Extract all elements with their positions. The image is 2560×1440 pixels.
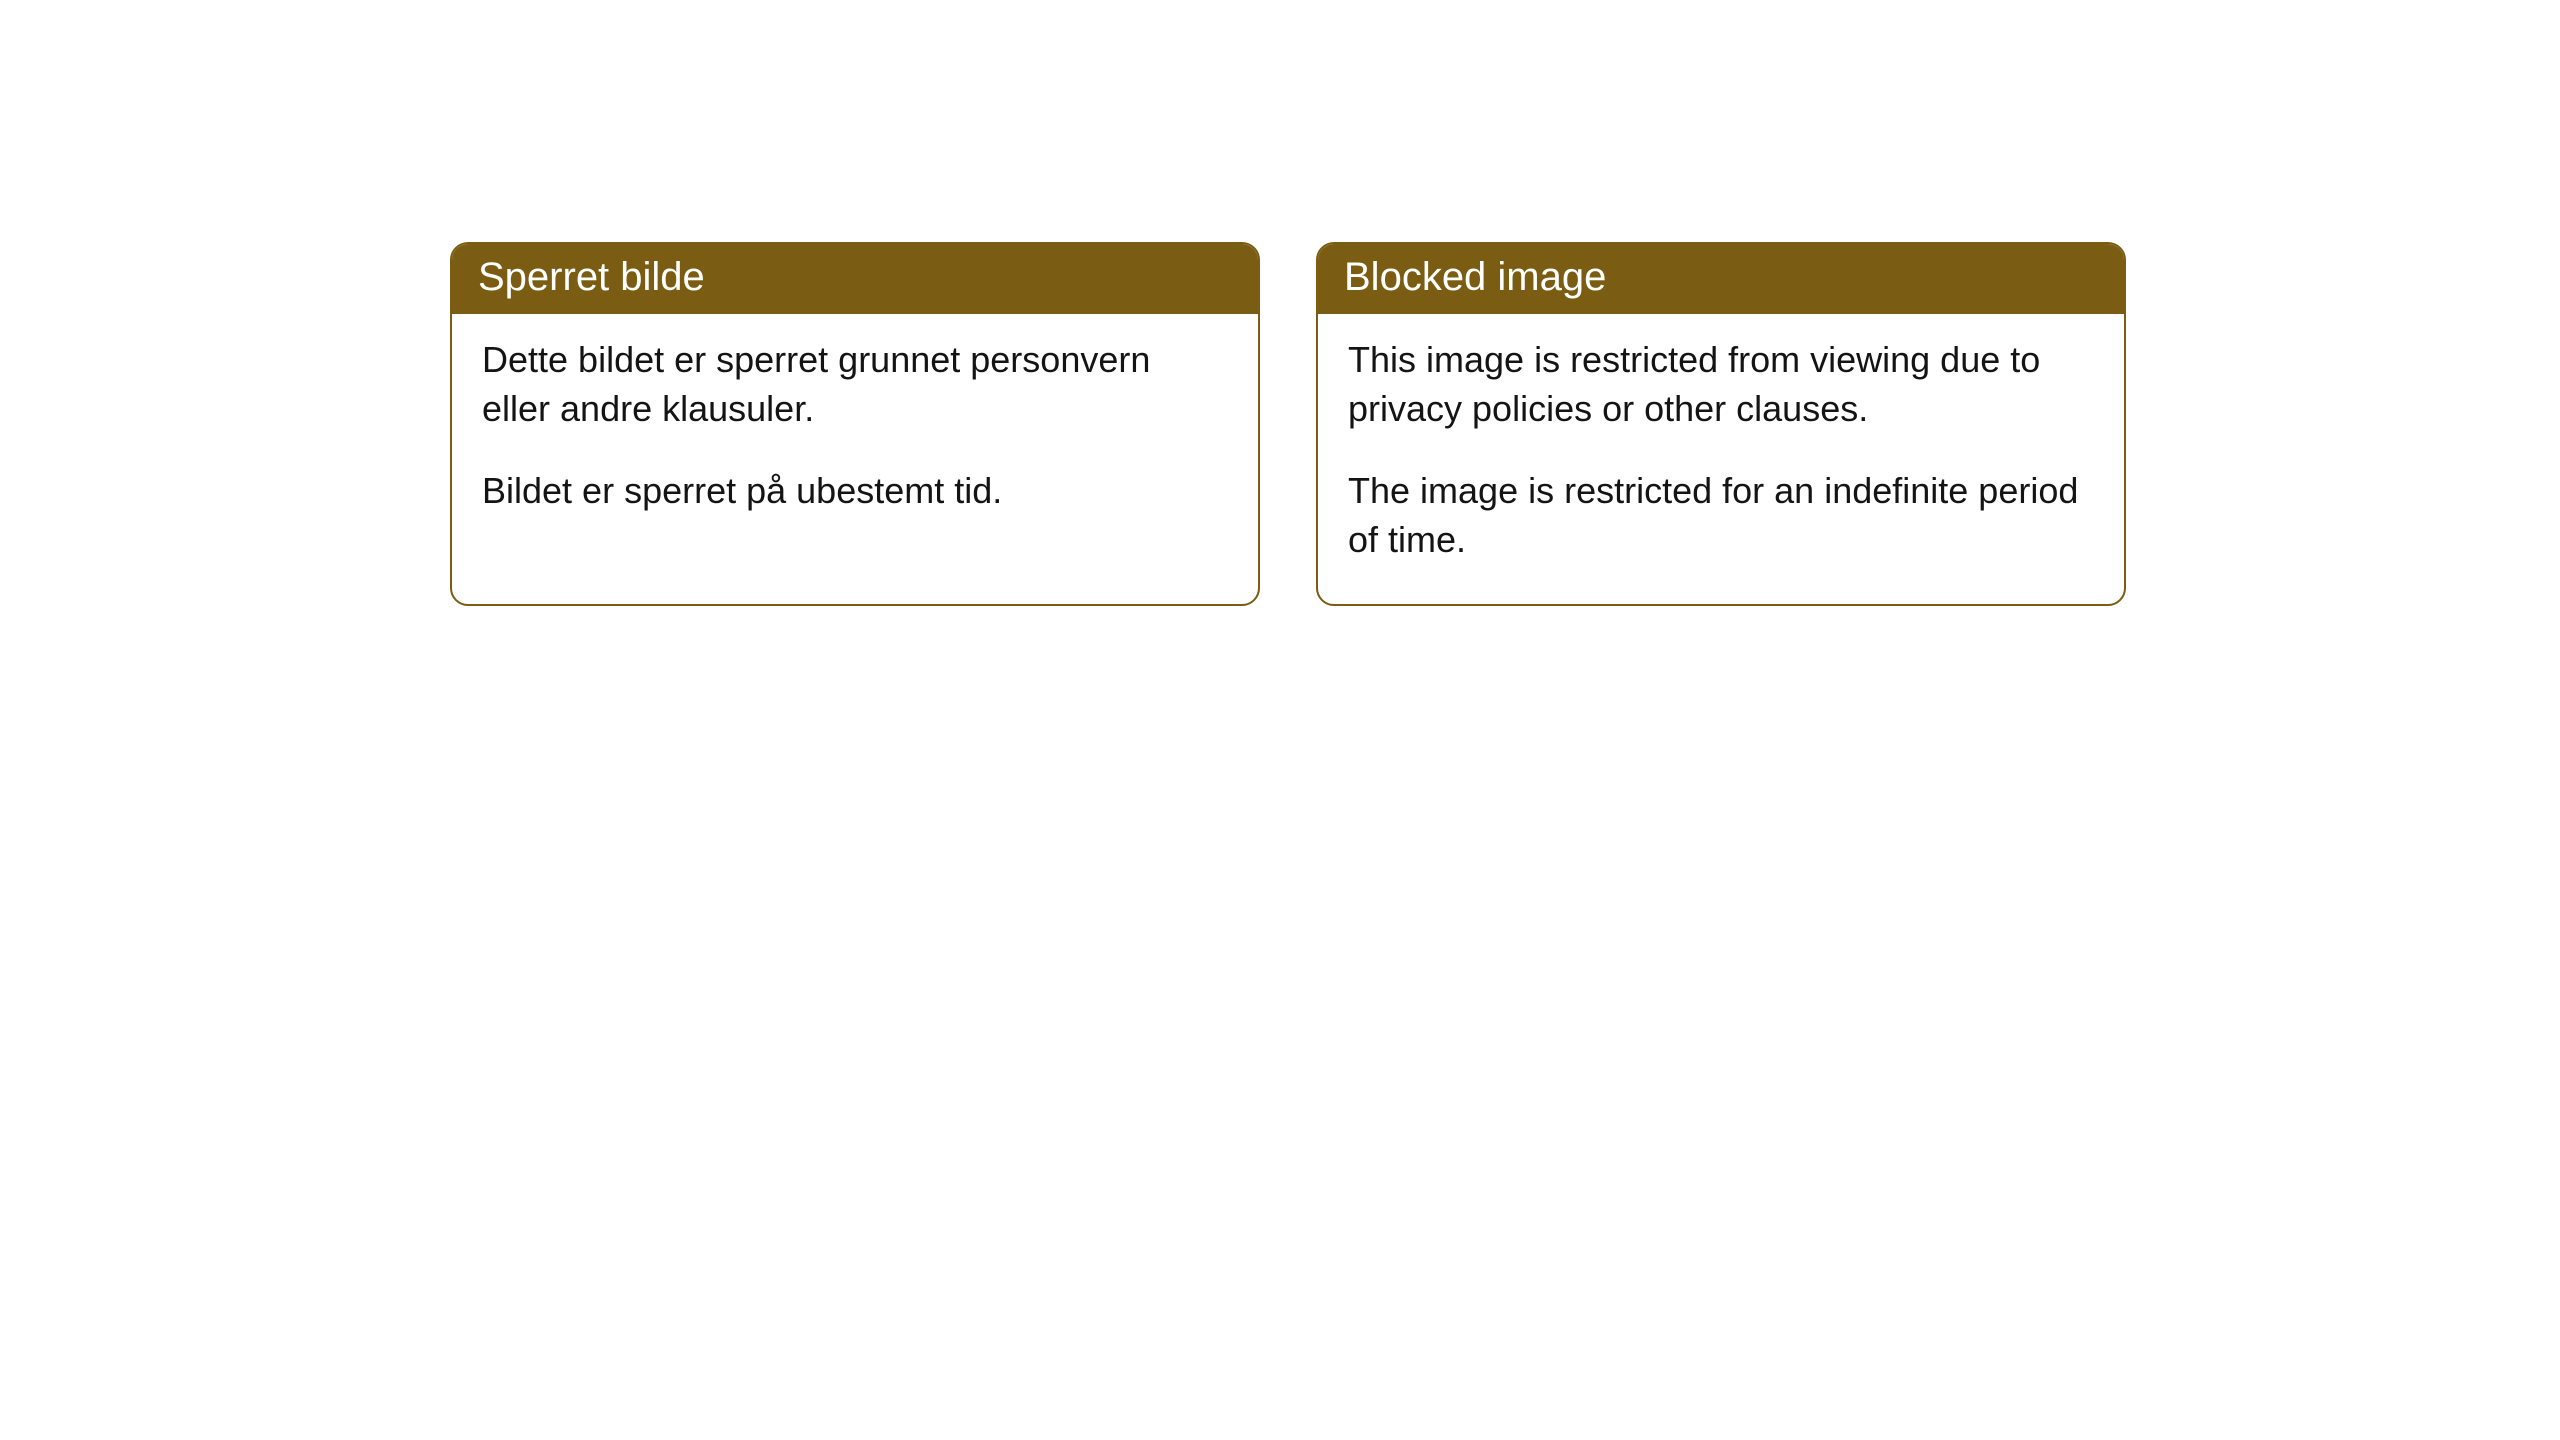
notice-card-norwegian: Sperret bilde Dette bildet er sperret gr…: [450, 242, 1260, 606]
notice-paragraph: This image is restricted from viewing du…: [1348, 336, 2094, 433]
notice-paragraph: Dette bildet er sperret grunnet personve…: [482, 336, 1228, 433]
notice-card-english: Blocked image This image is restricted f…: [1316, 242, 2126, 606]
notice-card-title-norwegian: Sperret bilde: [452, 244, 1258, 314]
notice-paragraph: The image is restricted for an indefinit…: [1348, 467, 2094, 564]
notice-card-body-norwegian: Dette bildet er sperret grunnet personve…: [452, 314, 1258, 556]
notice-card-title-english: Blocked image: [1318, 244, 2124, 314]
notice-card-body-english: This image is restricted from viewing du…: [1318, 314, 2124, 604]
notice-container: Sperret bilde Dette bildet er sperret gr…: [0, 0, 2560, 606]
notice-paragraph: Bildet er sperret på ubestemt tid.: [482, 467, 1228, 516]
